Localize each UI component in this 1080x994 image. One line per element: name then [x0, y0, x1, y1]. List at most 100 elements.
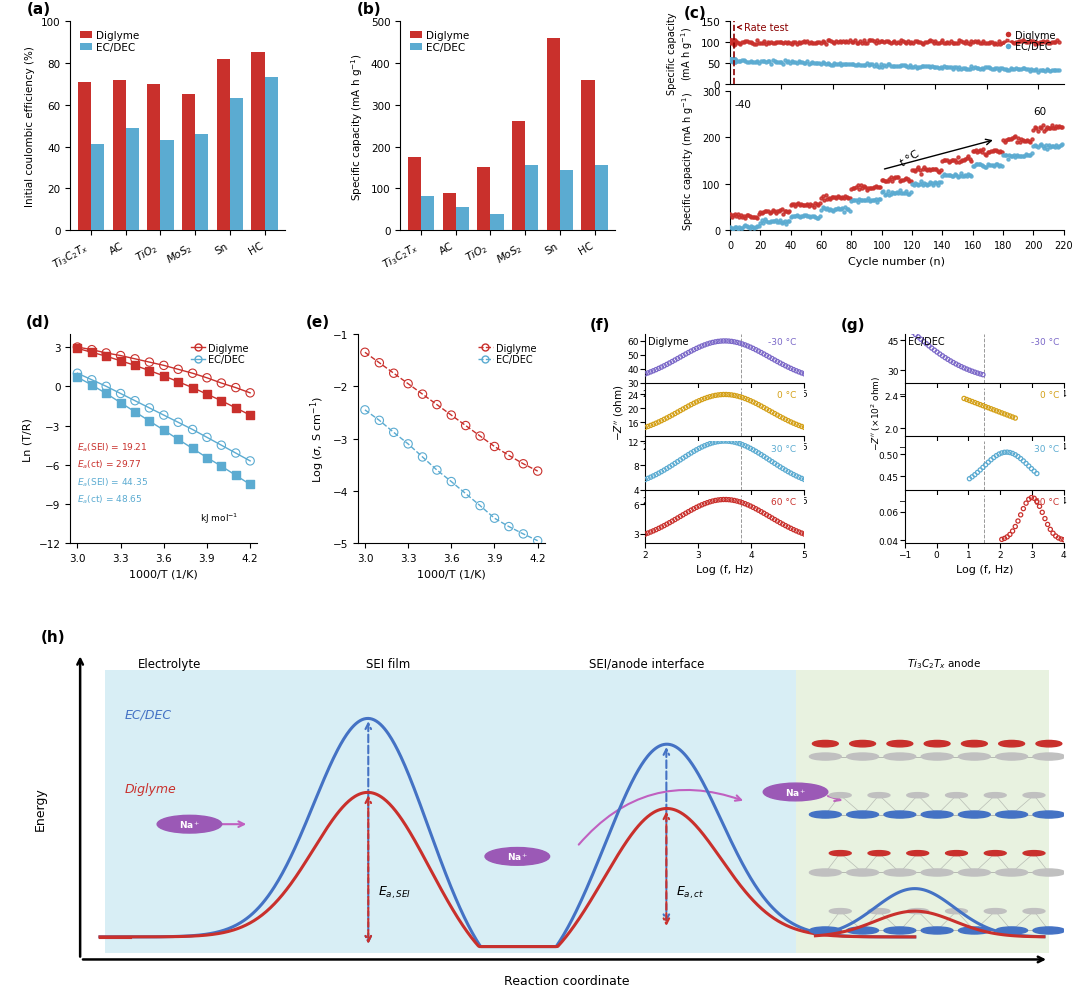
Point: [845, 35, 862, 51]
Point: [725, 38, 742, 54]
Point: [1040, 121, 1057, 137]
Point: [732, 221, 750, 237]
Point: [1017, 146, 1035, 162]
Point: [1049, 119, 1066, 135]
Legend: Diglyme, EC/DEC: Diglyme, EC/DEC: [1000, 27, 1058, 56]
Point: [968, 35, 985, 51]
Point: [748, 219, 766, 235]
Point: [904, 325, 921, 341]
Point: [839, 35, 856, 51]
Point: [674, 402, 691, 417]
Ellipse shape: [883, 927, 916, 934]
Point: [726, 434, 743, 450]
Point: [987, 36, 1004, 52]
Point: [995, 133, 1012, 149]
Point: [1022, 147, 1039, 163]
Point: [845, 193, 862, 209]
Y-axis label: Log ($\sigma$, S cm$^{-1}$): Log ($\sigma$, S cm$^{-1}$): [309, 396, 327, 483]
Point: [429, 462, 446, 478]
Point: [936, 153, 954, 169]
Point: [768, 56, 785, 72]
Point: [821, 33, 838, 49]
Point: [773, 55, 791, 71]
Point: [929, 60, 946, 76]
Point: [950, 60, 968, 76]
Point: [908, 162, 926, 178]
Point: [983, 158, 1000, 174]
Point: [764, 351, 781, 367]
Point: [756, 55, 773, 71]
Point: [126, 358, 144, 374]
Point: [370, 356, 388, 372]
Point: [726, 335, 743, 351]
Point: [777, 412, 794, 427]
X-axis label: Cycle number (n): Cycle number (n): [849, 256, 945, 266]
Point: [731, 336, 748, 352]
Point: [985, 63, 1002, 79]
Bar: [581, 81, 595, 231]
Ellipse shape: [868, 909, 890, 913]
Point: [991, 144, 1009, 160]
Point: [896, 59, 914, 75]
Ellipse shape: [847, 811, 878, 818]
Point: [967, 61, 984, 77]
Point: [414, 387, 431, 403]
Point: [701, 390, 718, 406]
Point: [1026, 138, 1043, 154]
Point: [798, 54, 815, 70]
Point: [1005, 148, 1023, 164]
Point: [663, 408, 680, 423]
Point: [743, 219, 760, 235]
Ellipse shape: [924, 741, 950, 747]
Point: [765, 36, 782, 52]
Bar: [490, 215, 503, 231]
Point: [1037, 511, 1054, 527]
Point: [865, 34, 882, 50]
Point: [1026, 491, 1043, 507]
Point: [977, 400, 995, 415]
Point: [822, 202, 839, 218]
Point: [1017, 134, 1035, 150]
Text: $E_a$(ct) = 29.77: $E_a$(ct) = 29.77: [78, 457, 141, 470]
Point: [999, 34, 1016, 50]
Point: [636, 367, 653, 383]
Point: [1023, 35, 1040, 51]
Point: [679, 345, 697, 361]
Text: 60 °C: 60 °C: [1034, 498, 1059, 507]
Point: [242, 408, 259, 423]
Point: [735, 54, 753, 70]
Point: [953, 34, 970, 50]
Point: [199, 430, 216, 446]
Point: [750, 503, 767, 519]
Point: [636, 420, 653, 436]
Point: [932, 35, 949, 51]
Point: [710, 388, 727, 404]
Point: [723, 434, 740, 450]
Point: [957, 168, 974, 184]
Point: [356, 345, 374, 361]
Text: EC/DEC: EC/DEC: [908, 336, 945, 346]
Point: [529, 463, 546, 479]
Point: [199, 387, 216, 403]
Point: [940, 168, 957, 184]
Point: [1002, 132, 1020, 148]
Point: [683, 445, 700, 461]
Point: [766, 204, 783, 220]
Point: [953, 360, 970, 376]
Point: [725, 36, 742, 52]
Point: [864, 181, 881, 197]
Point: [908, 61, 926, 77]
Point: [870, 61, 888, 77]
Ellipse shape: [809, 869, 841, 876]
Point: [724, 53, 741, 69]
Point: [774, 517, 792, 533]
Point: [888, 59, 905, 75]
Point: [744, 220, 761, 236]
Bar: [125, 128, 139, 231]
Point: [917, 60, 934, 76]
Point: [1044, 121, 1062, 137]
Point: [748, 211, 766, 227]
Point: [815, 35, 833, 51]
Point: [1034, 139, 1051, 155]
Point: [934, 154, 951, 170]
